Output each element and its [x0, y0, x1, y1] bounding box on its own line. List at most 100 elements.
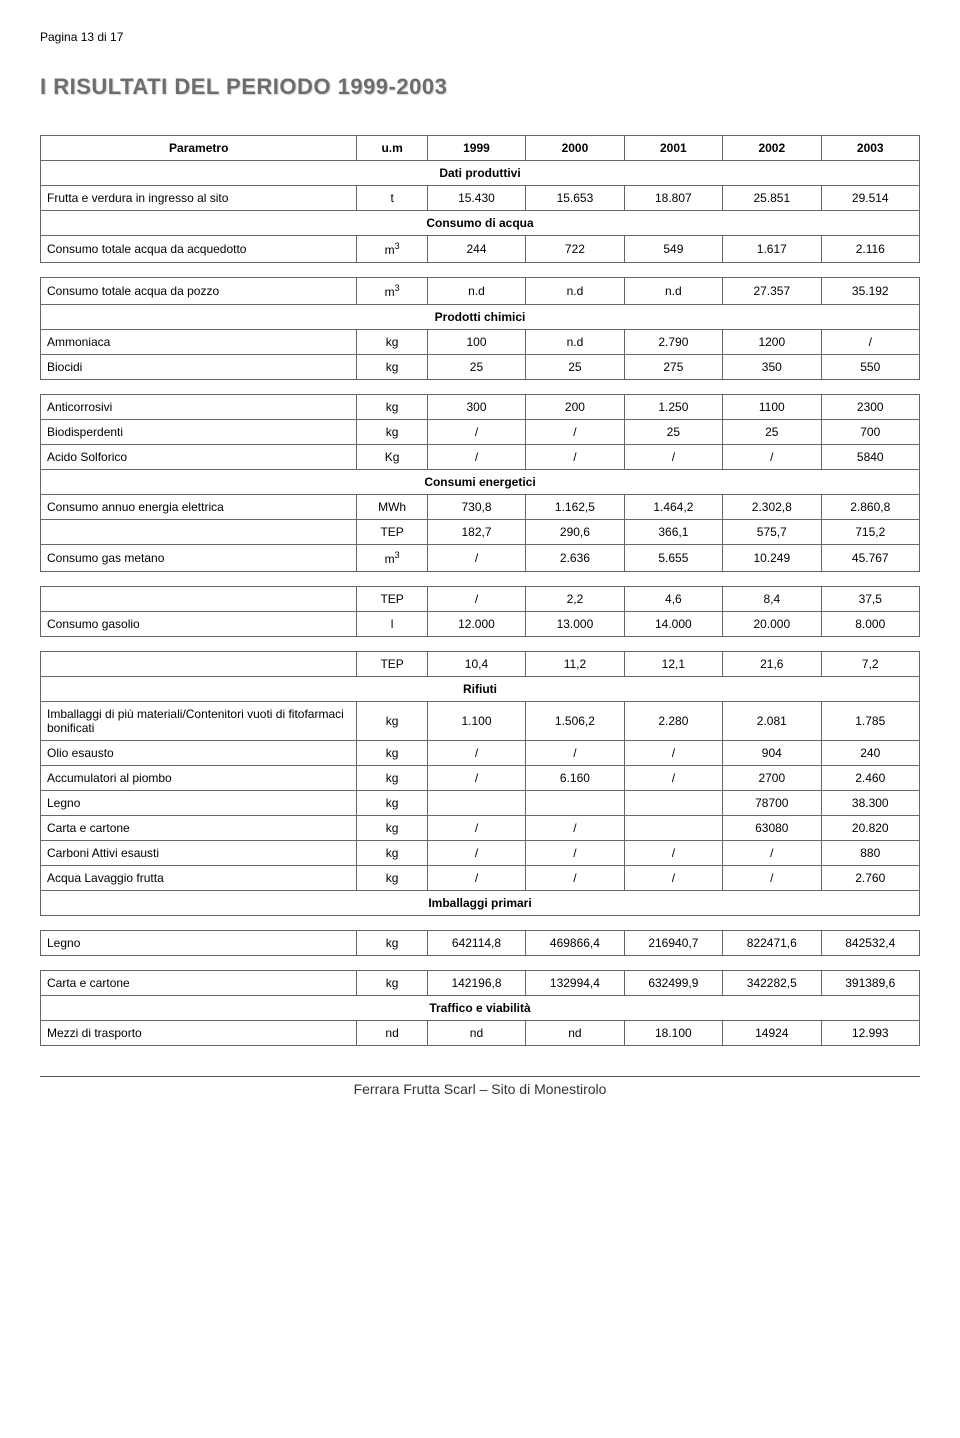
- cell: [427, 791, 525, 816]
- row-label: [41, 652, 357, 677]
- section-traffico: Traffico e viabilità: [41, 996, 920, 1021]
- cell: [624, 816, 722, 841]
- table-row: TEP 10,4 11,2 12,1 21,6 7,2: [41, 652, 920, 677]
- row-unit: m3: [357, 545, 427, 572]
- row-label: Mezzi di trasporto: [41, 1021, 357, 1046]
- cell: 275: [624, 355, 722, 380]
- cell: 2300: [821, 395, 919, 420]
- row-label: Consumo gasolio: [41, 612, 357, 637]
- row-label: Biodisperdenti: [41, 420, 357, 445]
- cell: [624, 791, 722, 816]
- cell: 4,6: [624, 587, 722, 612]
- table-prodotti-chimici: Consumo totale acqua da pozzo m3 n.d n.d…: [40, 277, 920, 380]
- section-consumi-energetici: Consumi energetici: [41, 470, 920, 495]
- table-row: Biocidi kg 25 25 275 350 550: [41, 355, 920, 380]
- cell: 100: [427, 330, 525, 355]
- cell: 5840: [821, 445, 919, 470]
- row-unit: t: [357, 186, 427, 211]
- cell: 37,5: [821, 587, 919, 612]
- cell: 700: [821, 420, 919, 445]
- cell: 2.081: [723, 702, 821, 741]
- row-unit: nd: [357, 1021, 427, 1046]
- cell: /: [427, 816, 525, 841]
- section-imballaggi-primari: Imballaggi primari: [41, 891, 920, 916]
- cell: /: [526, 841, 624, 866]
- cell: 6.160: [526, 766, 624, 791]
- table-row: TEP 182,7 290,6 366,1 575,7 715,2: [41, 520, 920, 545]
- cell: 1.100: [427, 702, 525, 741]
- cell: 200: [526, 395, 624, 420]
- cell: 8,4: [723, 587, 821, 612]
- cell: n.d: [427, 278, 525, 305]
- section-label: Dati produttivi: [41, 161, 920, 186]
- cell: /: [526, 741, 624, 766]
- table-row: Consumo gas metano m3 / 2.636 5.655 10.2…: [41, 545, 920, 572]
- cell: 730,8: [427, 495, 525, 520]
- table-rifiuti: TEP 10,4 11,2 12,1 21,6 7,2 Rifiuti Imba…: [40, 651, 920, 916]
- table-consumi-energetici: Anticorrosivi kg 300 200 1.250 1100 2300…: [40, 394, 920, 572]
- cell: 2.790: [624, 330, 722, 355]
- section-label: Traffico e viabilità: [41, 996, 920, 1021]
- row-unit: Kg: [357, 445, 427, 470]
- row-unit: kg: [357, 420, 427, 445]
- table-row: Imballaggi di più materiali/Contenitori …: [41, 702, 920, 741]
- col-header-unit: u.m: [357, 136, 427, 161]
- col-header-1999: 1999: [427, 136, 525, 161]
- table-row: Legno kg 78700 38.300: [41, 791, 920, 816]
- cell: 904: [723, 741, 821, 766]
- row-unit: kg: [357, 816, 427, 841]
- cell: 1200: [723, 330, 821, 355]
- table-row: Accumulatori al piombo kg / 6.160 / 2700…: [41, 766, 920, 791]
- cell: 715,2: [821, 520, 919, 545]
- table-row: Olio esausto kg / / / 904 240: [41, 741, 920, 766]
- table-row: Anticorrosivi kg 300 200 1.250 1100 2300: [41, 395, 920, 420]
- cell: 366,1: [624, 520, 722, 545]
- cell: 13.000: [526, 612, 624, 637]
- row-label: Ammoniaca: [41, 330, 357, 355]
- row-label: Acido Solforico: [41, 445, 357, 470]
- cell: n.d: [526, 330, 624, 355]
- row-unit: kg: [357, 766, 427, 791]
- page-header: Pagina 13 di 17: [40, 30, 920, 44]
- row-unit: kg: [357, 791, 427, 816]
- cell: 12.000: [427, 612, 525, 637]
- table-row: Consumo gasolio l 12.000 13.000 14.000 2…: [41, 612, 920, 637]
- cell: 20.000: [723, 612, 821, 637]
- cell: /: [526, 816, 624, 841]
- cell: /: [723, 866, 821, 891]
- cell: 642114,8: [427, 931, 525, 956]
- row-unit: TEP: [357, 520, 427, 545]
- section-label: Rifiuti: [41, 677, 920, 702]
- cell: /: [821, 330, 919, 355]
- cell: 10,4: [427, 652, 525, 677]
- cell: 15.653: [526, 186, 624, 211]
- cell: 2.302,8: [723, 495, 821, 520]
- row-label: Legno: [41, 931, 357, 956]
- cell: /: [427, 866, 525, 891]
- cell: 20.820: [821, 816, 919, 841]
- cell: /: [526, 445, 624, 470]
- row-label: Anticorrosivi: [41, 395, 357, 420]
- row-unit: l: [357, 612, 427, 637]
- cell: 18.807: [624, 186, 722, 211]
- cell: 7,2: [821, 652, 919, 677]
- cell: 2,2: [526, 587, 624, 612]
- cell: /: [723, 841, 821, 866]
- row-unit: m3: [357, 236, 427, 263]
- cell: 342282,5: [723, 971, 821, 996]
- cell: 300: [427, 395, 525, 420]
- cell: 722: [526, 236, 624, 263]
- table-row: Carta e cartone kg / / 63080 20.820: [41, 816, 920, 841]
- table-row: Frutta e verdura in ingresso al sito t 1…: [41, 186, 920, 211]
- cell: 549: [624, 236, 722, 263]
- cell: 2.860,8: [821, 495, 919, 520]
- table-row: Carta e cartone kg 142196,8 132994,4 632…: [41, 971, 920, 996]
- section-label: Imballaggi primari: [41, 891, 920, 916]
- table-row: Legno kg 642114,8 469866,4 216940,7 8224…: [41, 931, 920, 956]
- cell: 21,6: [723, 652, 821, 677]
- row-label: Consumo gas metano: [41, 545, 357, 572]
- row-label: Imballaggi di più materiali/Contenitori …: [41, 702, 357, 741]
- cell: /: [526, 420, 624, 445]
- row-unit: kg: [357, 841, 427, 866]
- row-label: Carta e cartone: [41, 971, 357, 996]
